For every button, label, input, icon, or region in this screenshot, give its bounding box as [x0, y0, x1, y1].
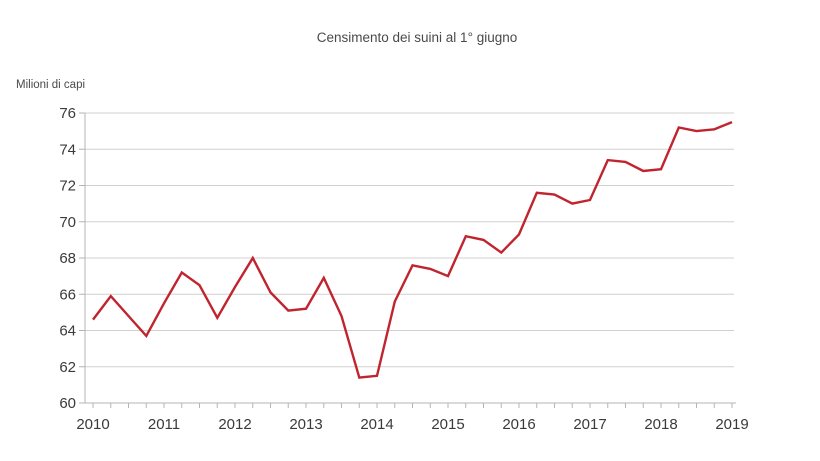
chart-title: Censimento dei suini al 1° giugno	[317, 30, 518, 45]
y-tick-label: 64	[59, 323, 76, 340]
x-tick-label: 2018	[644, 416, 677, 433]
y-tick-label: 76	[59, 105, 76, 122]
x-tick-label: 2019	[715, 416, 748, 433]
y-tick-label: 74	[59, 141, 76, 158]
series-group	[92, 120, 733, 379]
x-tick-label: 2016	[502, 416, 535, 433]
y-axis-unit-label: Milioni di capi	[16, 79, 85, 91]
gridlines-group	[85, 112, 734, 368]
y-tick-label: 68	[59, 250, 76, 267]
y-tick-label: 62	[59, 359, 76, 376]
x-tick-label: 2013	[289, 416, 322, 433]
tick-labels-group: 60 62 64 66 68 70 72 74 76 2010 2011 2012 2013 2014 20…	[59, 105, 748, 433]
y-tick-label: 66	[59, 286, 76, 303]
data-series-line	[92, 120, 733, 379]
x-tick-label: 2014	[360, 416, 393, 433]
x-tick-label: 2015	[431, 416, 464, 433]
x-tick-label: 2011	[148, 416, 180, 433]
ticks-group	[79, 112, 733, 408]
y-tick-label: 70	[59, 214, 76, 231]
x-tick-label: 2012	[218, 416, 251, 433]
x-tick-label: 2017	[573, 416, 606, 433]
x-tick-label: 2010	[76, 416, 109, 433]
y-tick-label: 72	[59, 178, 76, 195]
y-tick-label: 60	[59, 395, 76, 412]
